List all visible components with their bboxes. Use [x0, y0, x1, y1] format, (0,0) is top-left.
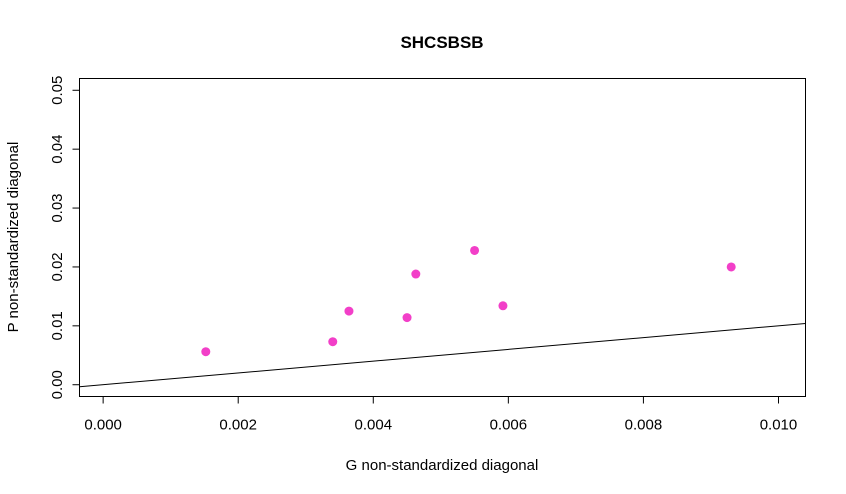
- plot-area: [79, 245, 806, 388]
- data-point: [328, 337, 338, 347]
- y-tick-label: 0.01: [49, 311, 66, 340]
- x-tick-label: 0.000: [84, 417, 122, 434]
- y-tick-label: 0.05: [49, 76, 66, 105]
- y-axis-label: P non-standardized diagonal: [5, 142, 22, 333]
- y-tick-label: 0.04: [49, 135, 66, 164]
- data-point: [344, 306, 354, 316]
- data-point: [411, 269, 421, 279]
- x-tick-label: 0.010: [760, 417, 798, 434]
- data-point: [726, 262, 736, 272]
- data-point: [201, 347, 211, 357]
- y-tick-label: 0.03: [49, 193, 66, 222]
- plot-frame: [79, 78, 806, 397]
- x-axis: 0.000 0.002 0.004 0.006 0.008 0.010: [84, 396, 798, 434]
- data-point: [402, 313, 412, 323]
- y-axis: 0.00 0.01 0.02 0.03 0.04 0.05: [49, 76, 80, 399]
- x-tick-label: 0.004: [355, 417, 393, 434]
- x-tick-label: 0.008: [625, 417, 663, 434]
- x-tick-label: 0.002: [219, 417, 257, 434]
- y-tick-label: 0.00: [49, 370, 66, 399]
- x-tick-label: 0.006: [490, 417, 528, 434]
- data-point: [498, 301, 508, 311]
- x-axis-label: G non-standardized diagonal: [346, 457, 539, 474]
- chart-title: SHCSBSB: [400, 33, 483, 52]
- data-point: [470, 245, 480, 255]
- y-tick-label: 0.02: [49, 252, 66, 281]
- reference-line: [79, 322, 806, 388]
